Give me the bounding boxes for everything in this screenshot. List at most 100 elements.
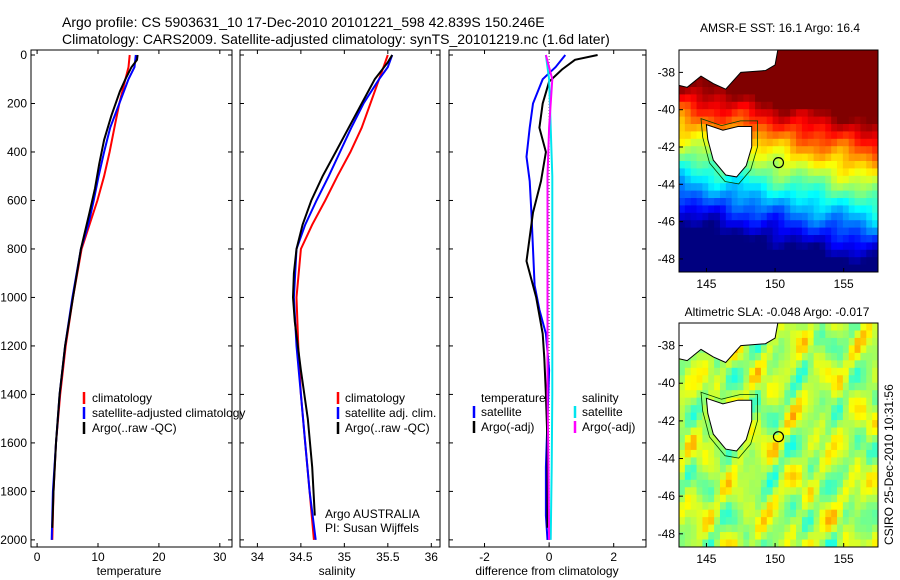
heatmap-cell: [860, 57, 867, 66]
heatmap-cell: [725, 539, 733, 547]
heatmap-cell: [690, 249, 698, 258]
heatmap-cell: [737, 360, 744, 369]
heatmap-cell: [872, 57, 878, 66]
heatmap-cell: [708, 257, 715, 266]
heatmap-cell: [866, 175, 873, 184]
heatmap-cell: [784, 442, 791, 451]
heatmap-cell: [766, 94, 774, 103]
heatmap-cell: [801, 168, 809, 177]
heatmap-cell: [848, 352, 856, 361]
heatmap-cell: [784, 382, 791, 391]
heatmap-cell: [679, 168, 686, 177]
heatmap-cell: [731, 532, 739, 541]
heatmap-cell: [842, 87, 850, 95]
heatmap-cell: [842, 487, 850, 496]
heatmap-cell: [731, 109, 739, 118]
heatmap-cell: [719, 190, 727, 199]
heatmap-cell: [772, 464, 780, 473]
heatmap-cell: [837, 175, 844, 184]
heatmap-cell: [866, 227, 873, 236]
heatmap-cell: [684, 532, 692, 541]
heatmap-cell: [831, 57, 838, 66]
heatmap-cell: [766, 517, 774, 526]
heatmap-cell: [714, 539, 721, 547]
heatmap-cell: [719, 517, 727, 526]
heatmap-cell: [796, 479, 803, 488]
heatmap-cell: [719, 375, 727, 384]
heatmap-cell: [679, 242, 686, 251]
heatmap-cell: [872, 87, 878, 95]
mainland-coastline: [679, 50, 779, 90]
heatmap-cell: [837, 72, 844, 81]
heatmap-cell: [696, 479, 704, 488]
heatmap-cell: [872, 502, 878, 511]
heatmap-cell: [801, 220, 809, 229]
heatmap-cell: [749, 124, 756, 132]
heatmap-cell: [772, 509, 780, 518]
heatmap-cell: [766, 367, 774, 376]
heatmap-cell: [790, 212, 797, 221]
heatmap-cell: [731, 502, 739, 511]
heatmap-cell: [719, 220, 727, 229]
heatmap-cell: [848, 116, 856, 125]
heatmap-cell: [679, 494, 686, 503]
heatmap-cell: [819, 64, 826, 73]
heatmap-cell: [679, 87, 686, 95]
heatmap-cell: [755, 375, 762, 384]
heatmap-cell: [813, 539, 821, 547]
heatmap-cell: [772, 72, 780, 81]
heatmap-cell: [813, 457, 821, 466]
heatmap-cell: [749, 487, 756, 496]
heatmap-cell: [831, 405, 838, 414]
heatmap-cell: [743, 502, 750, 511]
heatmap-cell: [872, 94, 878, 103]
heatmap-cell: [755, 367, 762, 376]
heatmap-cell: [872, 257, 878, 266]
heatmap-cell: [766, 79, 774, 88]
heatmap-cell: [784, 87, 791, 95]
heatmap-cell: [796, 87, 803, 95]
heatmap-cell: [842, 532, 850, 541]
heatmap-cell: [848, 212, 856, 221]
heatmap-cell: [772, 175, 780, 184]
heatmap-cell: [690, 532, 698, 541]
heatmap-cell: [760, 390, 768, 399]
heatmap-cell: [725, 242, 733, 251]
heatmap-cell: [696, 264, 704, 272]
heatmap-cell: [679, 205, 686, 214]
heatmap-cell: [860, 390, 867, 399]
heatmap-cell: [743, 449, 750, 458]
heatmap-cell: [784, 235, 791, 243]
heatmap-cell: [784, 323, 791, 332]
heatmap-cell: [731, 360, 739, 369]
heatmap-cell: [837, 345, 844, 354]
heatmap-cell: [719, 397, 727, 406]
heatmap-cell: [801, 242, 809, 251]
heatmap-cell: [778, 323, 785, 332]
heatmap-cell: [848, 464, 856, 473]
heatmap-cell: [684, 360, 692, 369]
heatmap-cell: [831, 220, 838, 229]
heatmap-cell: [831, 427, 838, 436]
heatmap-cell: [813, 79, 821, 88]
heatmap-cell: [796, 227, 803, 236]
heatmap-cell: [848, 390, 856, 399]
heatmap-cell: [679, 175, 686, 184]
heatmap-cell: [813, 449, 821, 458]
heatmap-cell: [866, 168, 873, 177]
heatmap-cell: [784, 264, 791, 272]
heatmap-cell: [848, 257, 856, 266]
heatmap-cell: [813, 124, 821, 132]
heatmap-cell: [772, 79, 780, 88]
heatmap-cell: [708, 212, 715, 221]
heatmap-cell: [778, 116, 785, 125]
heatmap-cell: [784, 50, 791, 58]
heatmap-cell: [801, 79, 809, 88]
heatmap-cell: [702, 131, 709, 140]
heatmap-cell: [807, 50, 815, 58]
heatmap-cell: [866, 494, 873, 503]
heatmap-cell: [872, 131, 878, 140]
heatmap-cell: [679, 502, 686, 511]
heatmap-cell: [737, 198, 744, 206]
heatmap-cell: [725, 212, 733, 221]
